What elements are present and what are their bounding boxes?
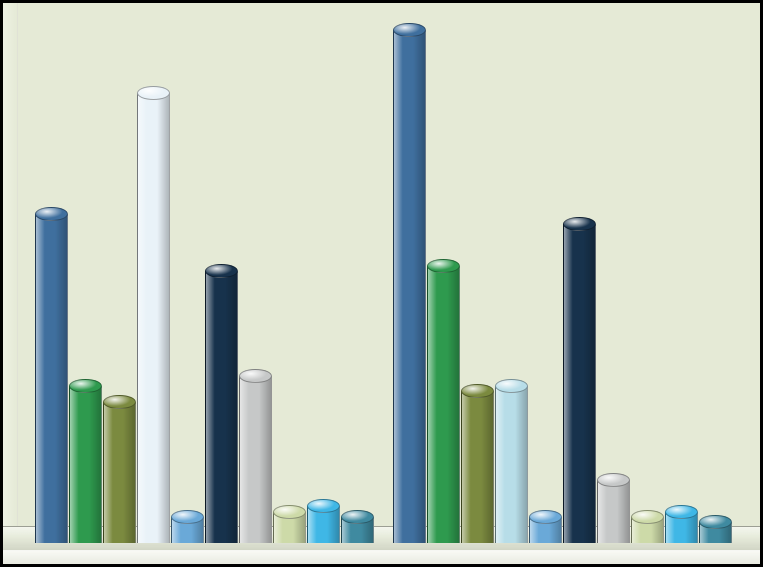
bar-group-2-s2 bbox=[427, 259, 460, 550]
bar-body bbox=[495, 386, 528, 543]
bar-cap bbox=[69, 379, 102, 393]
bar-body bbox=[597, 480, 630, 543]
bar-body bbox=[205, 271, 238, 543]
bar-body bbox=[563, 224, 596, 543]
bar-cap bbox=[273, 505, 306, 519]
bar-group-1-s1 bbox=[35, 207, 68, 550]
bar-cap bbox=[171, 510, 204, 524]
bar-cap bbox=[205, 264, 238, 278]
bar-cap bbox=[699, 515, 732, 529]
bar-group-1-s2 bbox=[69, 379, 102, 550]
bar-cap bbox=[427, 259, 460, 273]
bar-cap bbox=[341, 510, 374, 524]
bar-cap bbox=[631, 510, 664, 524]
bar-cap bbox=[103, 395, 136, 409]
bar-cap bbox=[665, 505, 698, 519]
bar-body bbox=[239, 376, 272, 543]
bar-body bbox=[427, 266, 460, 543]
bar-body bbox=[35, 214, 68, 543]
bar-cap bbox=[495, 379, 528, 393]
floor-front bbox=[3, 550, 760, 564]
bar-cap bbox=[239, 369, 272, 383]
bar-group-1-s6 bbox=[205, 264, 238, 550]
bar-group-2-s6 bbox=[563, 217, 596, 550]
bar-cap bbox=[563, 217, 596, 231]
bar-group-2-s4 bbox=[495, 379, 528, 550]
plot-area bbox=[17, 13, 754, 550]
bar-group-1-s4 bbox=[137, 86, 170, 550]
bar-group-1-s3 bbox=[103, 395, 136, 550]
left-wall bbox=[3, 3, 18, 526]
bar-group-2-s3 bbox=[461, 384, 494, 550]
bar-body bbox=[461, 391, 494, 543]
bar-body bbox=[69, 386, 102, 543]
bar-group-1-s9 bbox=[307, 499, 340, 550]
bar-group-2-s7 bbox=[597, 473, 630, 550]
bar-group-2-s1 bbox=[393, 23, 426, 550]
chart-frame bbox=[0, 0, 763, 567]
bar-body bbox=[393, 30, 426, 543]
bar-group-1-s7 bbox=[239, 369, 272, 550]
bar-body bbox=[103, 402, 136, 543]
bar-cap bbox=[529, 510, 562, 524]
bar-cap bbox=[35, 207, 68, 221]
bar-body bbox=[137, 93, 170, 543]
